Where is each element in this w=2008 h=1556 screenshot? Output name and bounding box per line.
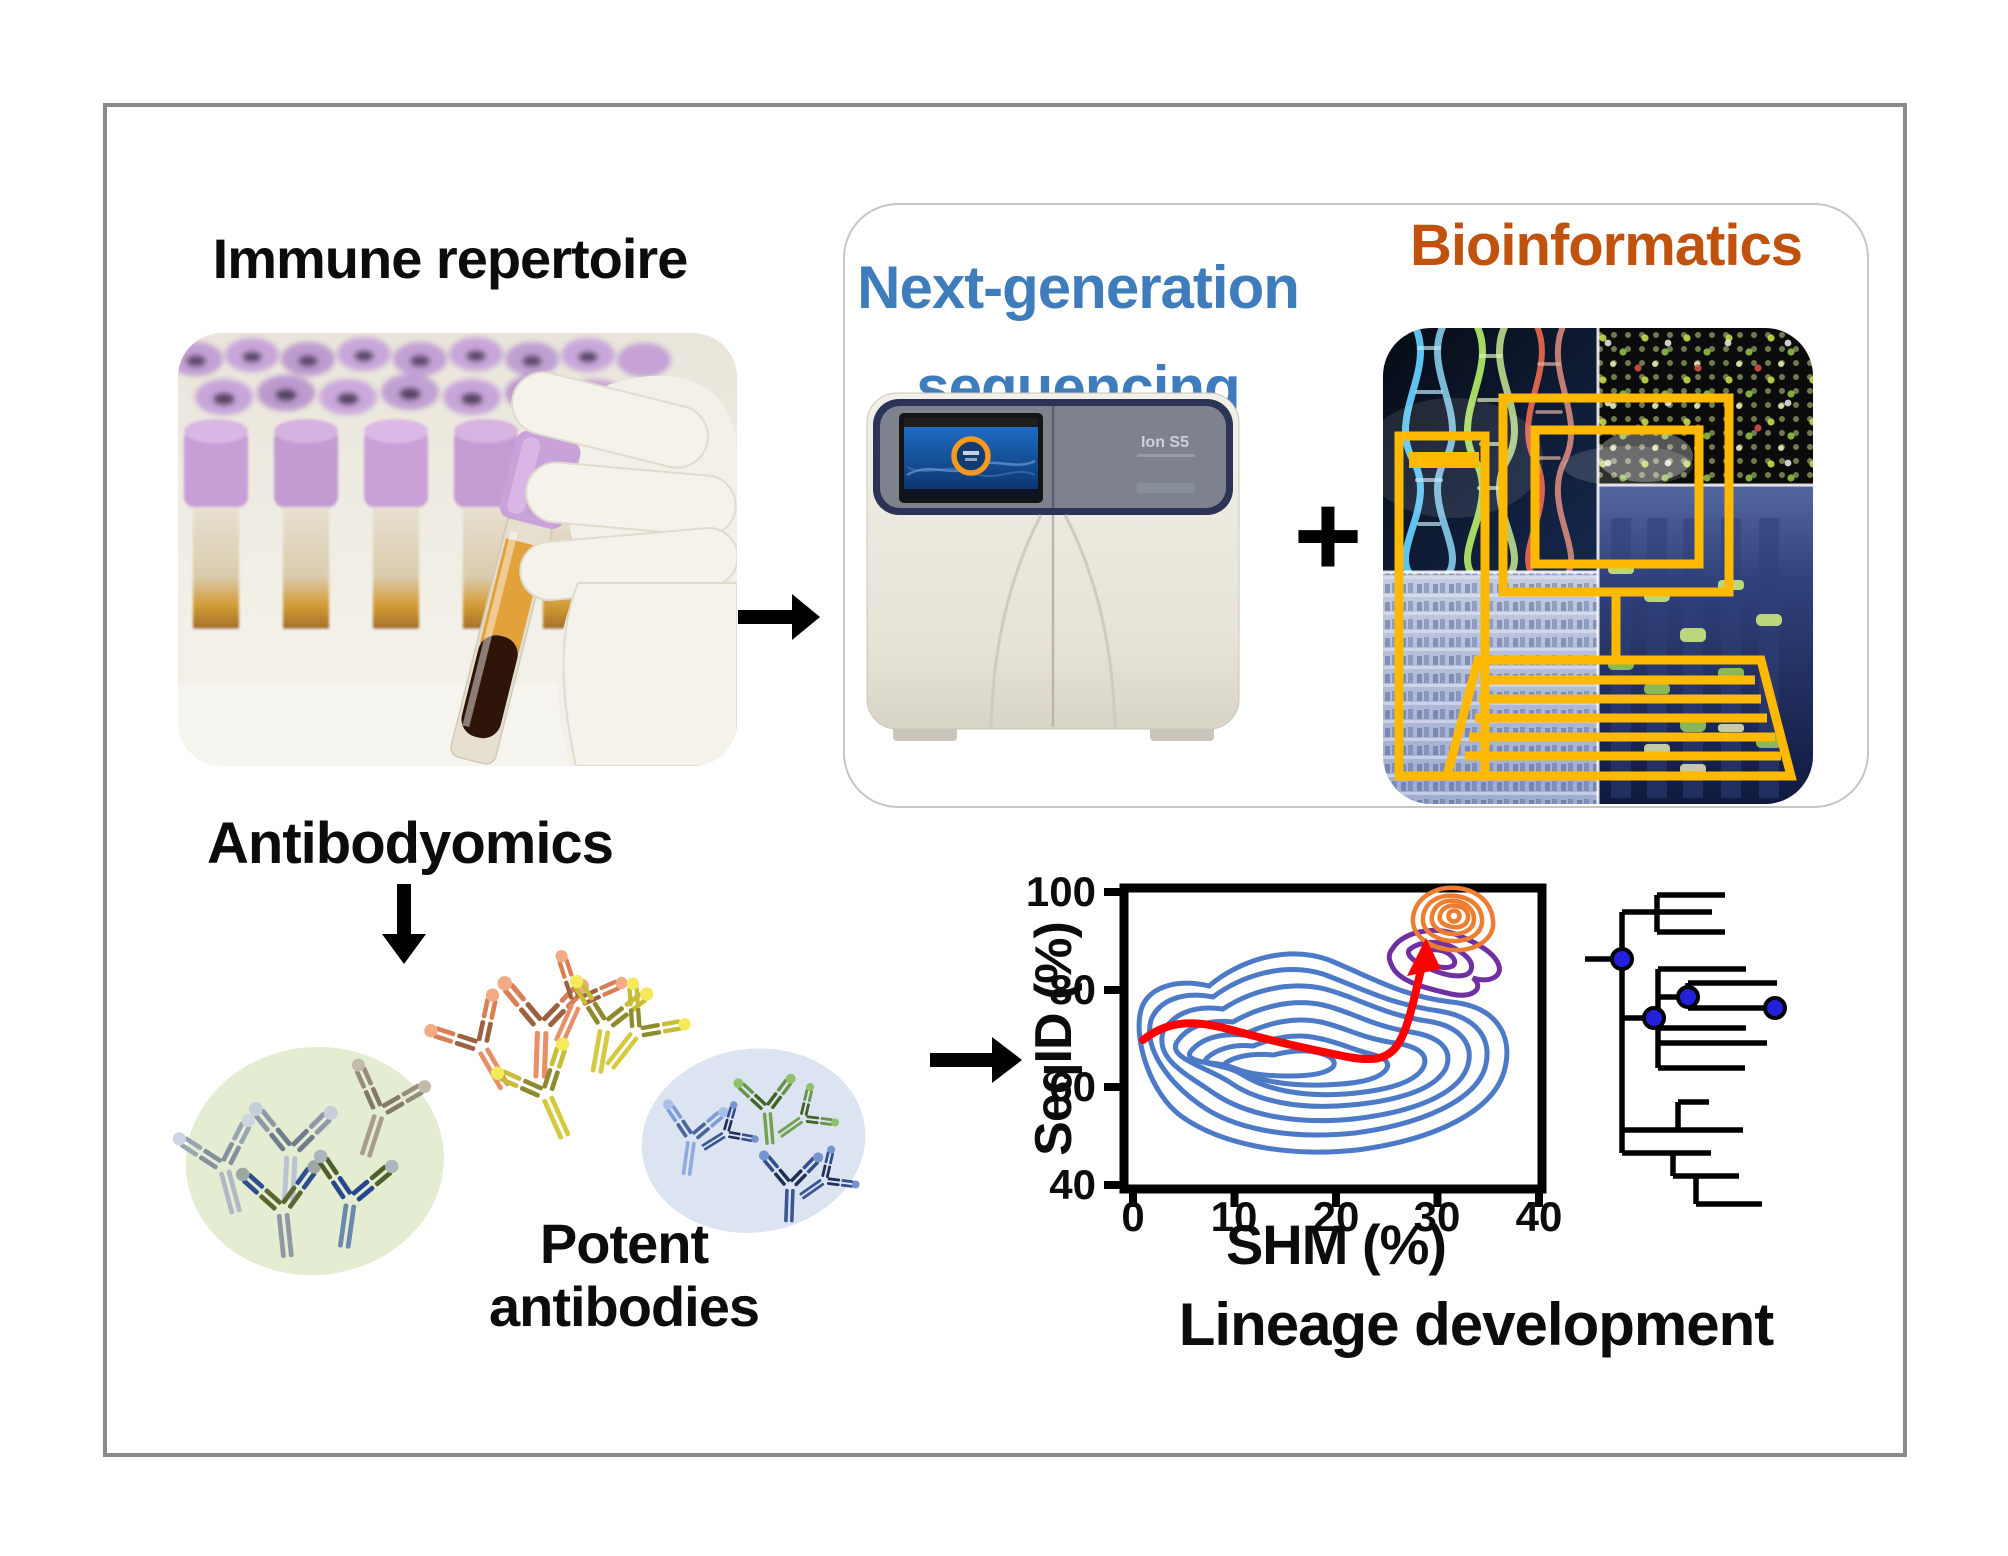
y-axis-label: SeqID (%) bbox=[1025, 922, 1083, 1156]
potent-line1: Potent bbox=[539, 1212, 709, 1275]
figure-frame bbox=[103, 103, 1907, 1457]
immune-repertoire-label: Immune repertoire bbox=[212, 227, 689, 290]
potent-antibodies-label: Potent antibodies bbox=[398, 1212, 850, 1338]
ngs-label-line1: Next-generation bbox=[857, 254, 1300, 321]
down-arrow-icon bbox=[382, 884, 426, 964]
contour-chart bbox=[1104, 883, 1547, 1207]
y-tick: 100 bbox=[1025, 868, 1096, 915]
x-tick: 30 bbox=[1413, 1193, 1461, 1240]
antibody-clusters bbox=[167, 944, 866, 1276]
door-curve-right bbox=[1063, 514, 1117, 730]
right-arrow-icon bbox=[738, 594, 820, 640]
tube-cap-back-rows bbox=[178, 337, 671, 415]
screen-progress-ring bbox=[951, 436, 991, 476]
microarray-quadrant bbox=[1563, 328, 1813, 486]
x-tick: 0 bbox=[1121, 1193, 1145, 1240]
glove-fingers bbox=[511, 371, 737, 766]
antibodyomics-label: Antibodyomics bbox=[207, 811, 614, 876]
tree-branches bbox=[1585, 892, 1777, 1207]
x-tick: 40 bbox=[1515, 1193, 1563, 1240]
contour-repertoire bbox=[1136, 951, 1510, 1155]
touchscreen bbox=[899, 413, 1043, 503]
maturation-trajectory bbox=[1139, 938, 1441, 1064]
machine-model-label: Ion S5 bbox=[1141, 434, 1189, 451]
blood-sample-photo bbox=[178, 333, 737, 766]
x-tick: 20 bbox=[1312, 1193, 1360, 1240]
y-tick: 80 bbox=[1049, 966, 1096, 1013]
phylogenetic-tree bbox=[1585, 892, 1787, 1207]
bioinformatics-collage bbox=[1383, 328, 1813, 804]
gloved-hand bbox=[450, 371, 737, 766]
door-curve-left bbox=[989, 514, 1043, 730]
x-tick: 10 bbox=[1210, 1193, 1258, 1240]
x-axis-label: SHM (%) bbox=[1225, 1213, 1447, 1276]
potent-line2: antibodies bbox=[488, 1275, 760, 1338]
trajectory-arrowhead bbox=[1407, 938, 1441, 976]
sequence-quadrant bbox=[1383, 572, 1598, 804]
bioinformatics-label: Bioinformatics bbox=[1409, 213, 1803, 278]
tree-node-markers bbox=[1610, 947, 1787, 1030]
y-tick: 40 bbox=[1049, 1161, 1096, 1208]
right-arrow-icon bbox=[930, 1037, 1022, 1083]
contour-mature bbox=[1410, 885, 1496, 953]
laptop-icon bbox=[1394, 393, 1797, 781]
lineage-development-label: Lineage development bbox=[1178, 1291, 1774, 1358]
sequencer-image: Ion S5 bbox=[866, 392, 1240, 741]
plus-sign: + bbox=[1293, 470, 1363, 602]
y-tick: 60 bbox=[1049, 1063, 1096, 1110]
axis-ticks bbox=[1104, 888, 1543, 1207]
